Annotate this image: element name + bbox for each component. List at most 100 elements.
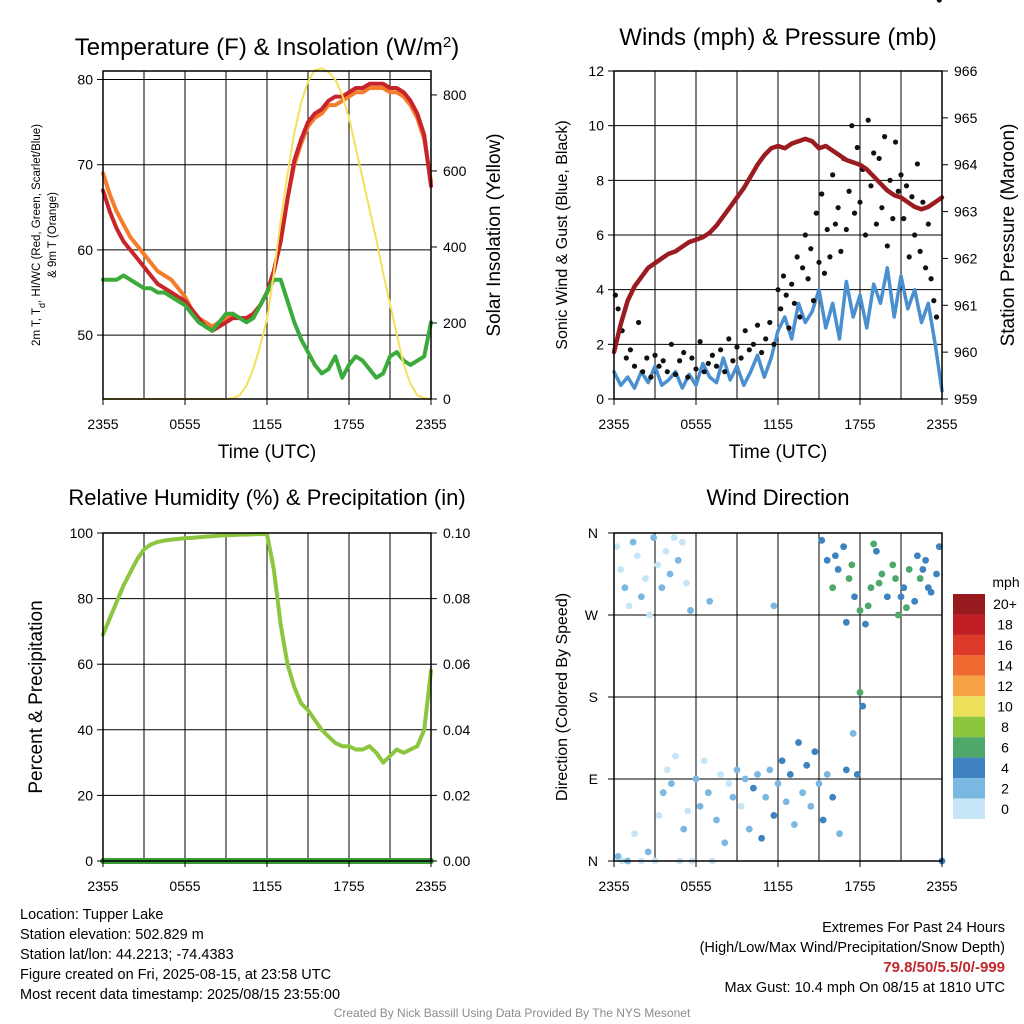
gust-point	[648, 374, 654, 380]
direction-point	[659, 789, 667, 797]
x-tick-label: 2355	[926, 416, 957, 432]
gust-point	[734, 344, 740, 350]
gust-point	[920, 199, 926, 205]
x-tick-label: 2355	[926, 878, 957, 894]
direction-tick-label: N	[588, 525, 598, 541]
gust-point	[660, 358, 666, 364]
gust-point	[892, 139, 899, 145]
gust-point	[868, 183, 874, 189]
gust-point	[623, 355, 629, 361]
pressure-y-label: Station Pressure (Maroon)	[998, 124, 1019, 347]
direction-point	[795, 739, 802, 746]
direction-point	[851, 593, 858, 601]
gust-point	[895, 188, 901, 194]
gust-point	[786, 325, 792, 331]
gust-point	[827, 254, 833, 260]
gust-point	[923, 265, 929, 271]
temperature-y-label: 2m T, Td, HI/WC (Red, Green, Scarlet/Blu…	[31, 124, 47, 346]
wind-x-label: Time (UTC)	[729, 442, 828, 463]
gust-point	[925, 221, 931, 227]
gust-point	[914, 161, 921, 167]
direction-point	[818, 536, 826, 544]
pressure-line	[611, 136, 945, 355]
dewpoint-line	[101, 273, 433, 380]
gust-point	[819, 191, 825, 197]
direction-point	[892, 575, 899, 582]
extremes-subtitle: (High/Low/Max Wind/Precipitation/Snow De…	[699, 940, 1005, 956]
direction-point	[762, 793, 770, 801]
colorbar-swatch	[953, 655, 985, 676]
direction-point	[662, 547, 670, 555]
wind-direction-points	[613, 534, 946, 865]
extremes-title: Extremes For Past 24 Hours	[822, 920, 1005, 936]
colorbar-swatch	[953, 716, 985, 738]
colorbar-label: 6	[1001, 739, 1009, 755]
direction-tick-label: S	[589, 689, 598, 705]
gust-point	[846, 188, 852, 194]
direction-point	[922, 556, 929, 564]
direction-point	[778, 757, 786, 765]
colorbar-label: 2	[1001, 780, 1009, 796]
temperature-panel: Temperature (F) & Insolation (W/m2) 2355…	[31, 34, 505, 464]
direction-point	[803, 761, 811, 769]
y-tick-label: 60	[77, 656, 93, 672]
direction-point	[625, 602, 633, 610]
x-tick-label: 1155	[763, 416, 793, 432]
x-tick-label: 0555	[680, 878, 711, 894]
y-right-tick-label: 963	[954, 204, 978, 220]
colorbar-label: 12	[997, 678, 1013, 694]
gust-point	[677, 358, 683, 364]
gust-point	[750, 341, 757, 347]
colorbar-label: 16	[997, 637, 1013, 653]
gust-point	[810, 298, 817, 304]
wind-pressure-series	[611, 0, 945, 393]
direction-point	[678, 538, 686, 546]
direction-point	[900, 584, 908, 592]
colorbar-label: 4	[1001, 760, 1009, 776]
colorbar-swatch	[953, 737, 985, 758]
direction-point	[894, 611, 902, 619]
direction-point	[745, 825, 753, 833]
direction-point	[706, 597, 714, 605]
direction-point	[883, 593, 891, 601]
y-right-tick-label: 0.08	[443, 591, 470, 607]
direction-point	[903, 604, 910, 612]
gust-point	[754, 322, 761, 328]
gust-point	[854, 144, 860, 151]
direction-point	[878, 570, 886, 578]
y-right-tick-label: 959	[954, 391, 978, 407]
gust-point	[912, 232, 918, 238]
max-gust: Max Gust: 10.4 mph On 08/15 at 1810 UTC	[724, 980, 1005, 996]
direction-point	[754, 771, 761, 778]
gust-point	[672, 371, 679, 377]
direction-point	[836, 830, 843, 838]
speed-colorbar: 20+ 18 16 14 12 10 8 6 4 2 0	[953, 594, 1017, 819]
direction-point	[933, 570, 940, 578]
y-right-tick-label: 0.04	[443, 722, 470, 738]
colorbar-swatch	[953, 757, 985, 779]
gust-point	[726, 336, 732, 342]
direction-point	[786, 771, 794, 778]
direction-point	[655, 812, 663, 819]
direction-point	[663, 766, 671, 774]
direction-point	[916, 575, 924, 582]
gust-point	[759, 349, 765, 356]
colorbar-swatch	[953, 675, 985, 697]
direction-point	[733, 766, 741, 774]
direction-point	[791, 821, 798, 828]
direction-point	[766, 766, 774, 774]
direction-point	[819, 816, 827, 824]
direction-point	[658, 584, 666, 592]
y-tick-label: 0	[85, 853, 93, 869]
temperature-x-label: Time (UTC)	[218, 442, 317, 463]
direction-point	[758, 834, 765, 842]
colorbar-swatch	[953, 778, 985, 799]
humidity-panel-title: Relative Humidity (%) & Precipitation (i…	[68, 485, 465, 510]
direction-point	[687, 607, 694, 614]
gust-point	[917, 248, 923, 254]
x-tick-label: 1155	[252, 416, 282, 432]
gust-point	[862, 232, 869, 238]
direction-point	[633, 552, 641, 560]
direction-point	[704, 789, 712, 797]
wind-pressure-panel-title: Winds (mph) & Pressure (mb)	[619, 24, 936, 51]
